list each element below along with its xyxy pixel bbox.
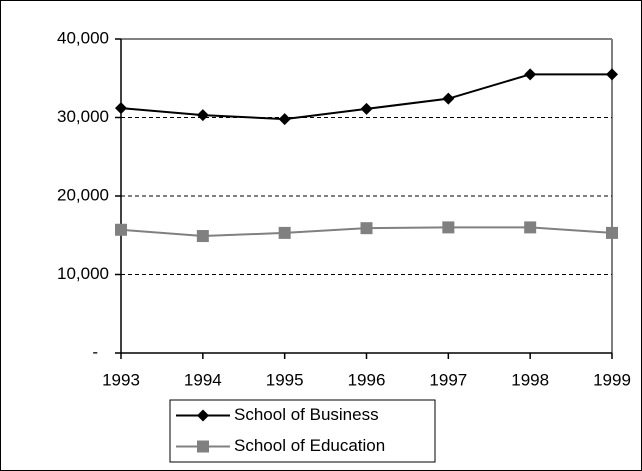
legend-marker: [197, 440, 209, 453]
y-tick-label: 40,000: [57, 28, 109, 47]
data-point: [524, 221, 537, 234]
y-tick-label: -: [92, 342, 98, 361]
x-tick-label: 1999: [593, 370, 631, 389]
x-tick-label: 1995: [266, 370, 304, 389]
x-tick-label: 1993: [102, 370, 140, 389]
y-tick-label: 30,000: [57, 107, 109, 126]
legend-box: [169, 399, 436, 463]
x-tick-label: 1996: [348, 370, 386, 389]
data-point: [524, 68, 537, 81]
data-point: [606, 68, 618, 81]
data-point: [196, 109, 209, 122]
legend-label: School of Business: [234, 405, 379, 424]
legend-label: School of Education: [234, 436, 385, 455]
data-point: [278, 113, 291, 126]
data-point: [606, 226, 618, 239]
data-point: [196, 230, 209, 243]
data-point: [442, 92, 455, 105]
data-point: [360, 222, 373, 235]
y-tick-label: 10,000: [57, 264, 109, 283]
legend-marker: [197, 409, 209, 422]
x-tick-label: 1994: [184, 370, 222, 389]
data-point: [442, 221, 455, 234]
data-point: [278, 226, 291, 239]
y-tick-label: 20,000: [57, 185, 109, 204]
data-point: [115, 102, 127, 115]
x-tick-label: 1997: [429, 370, 467, 389]
x-tick-label: 1998: [511, 370, 549, 389]
data-point: [360, 102, 373, 115]
data-point: [115, 223, 127, 236]
